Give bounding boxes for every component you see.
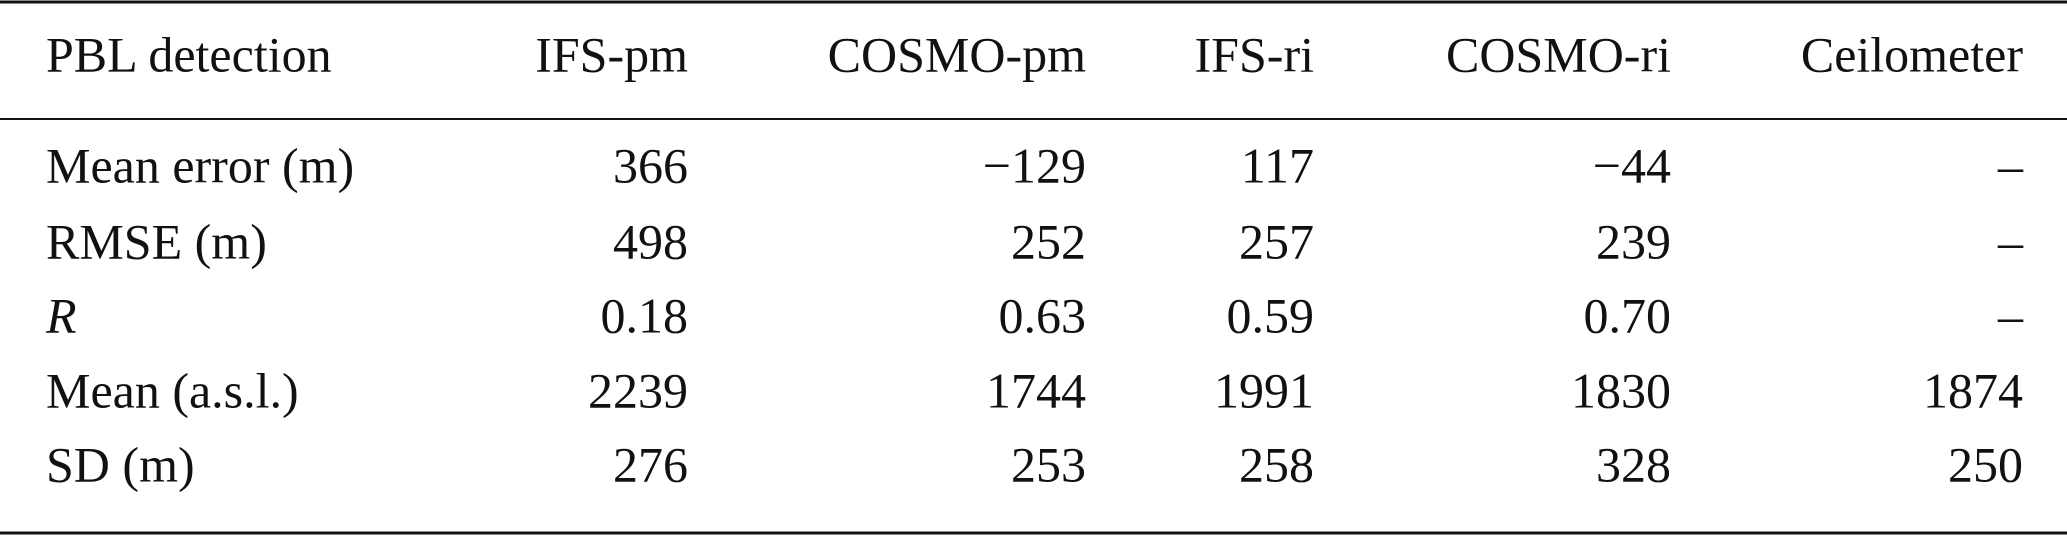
header-cell: IFS-pm: [535, 26, 688, 82]
header-cell: COSMO-ri: [1446, 26, 1671, 82]
header-cell: COSMO-pm: [828, 26, 1086, 82]
cell: −44: [1593, 137, 1671, 193]
cell: 117: [1241, 137, 1314, 193]
cell: 276: [613, 436, 688, 492]
cell: 328: [1596, 436, 1671, 492]
cell: –: [1997, 137, 2024, 193]
cell: 1874: [1923, 362, 2023, 418]
cell: −129: [983, 137, 1086, 193]
cell: 0.70: [1584, 287, 1672, 343]
row-label: RMSE (m): [46, 213, 267, 269]
row-label: Mean (a.s.l.): [46, 362, 299, 418]
cell: 253: [1011, 436, 1086, 492]
cell: 498: [613, 213, 688, 269]
cell: –: [1997, 213, 2024, 269]
cell: 257: [1239, 213, 1314, 269]
header-cell: PBL detection: [46, 26, 332, 82]
cell: 258: [1239, 436, 1314, 492]
cell: 1830: [1571, 362, 1671, 418]
header-cell: IFS-ri: [1195, 26, 1314, 82]
cell: 250: [1948, 436, 2023, 492]
row-label: SD (m): [46, 436, 195, 492]
cell: 0.59: [1227, 287, 1315, 343]
cell: 1744: [986, 362, 1086, 418]
cell: 0.63: [999, 287, 1087, 343]
cell: 239: [1596, 213, 1671, 269]
row-label: Mean error (m): [46, 137, 354, 193]
cell: 252: [1011, 213, 1086, 269]
cell: 366: [613, 137, 688, 193]
cell: 2239: [588, 362, 688, 418]
cell: 1991: [1214, 362, 1314, 418]
cell: –: [1997, 287, 2024, 343]
cell: 0.18: [601, 287, 689, 343]
header-cell: Ceilometer: [1801, 26, 2023, 82]
row-label: R: [45, 287, 77, 343]
